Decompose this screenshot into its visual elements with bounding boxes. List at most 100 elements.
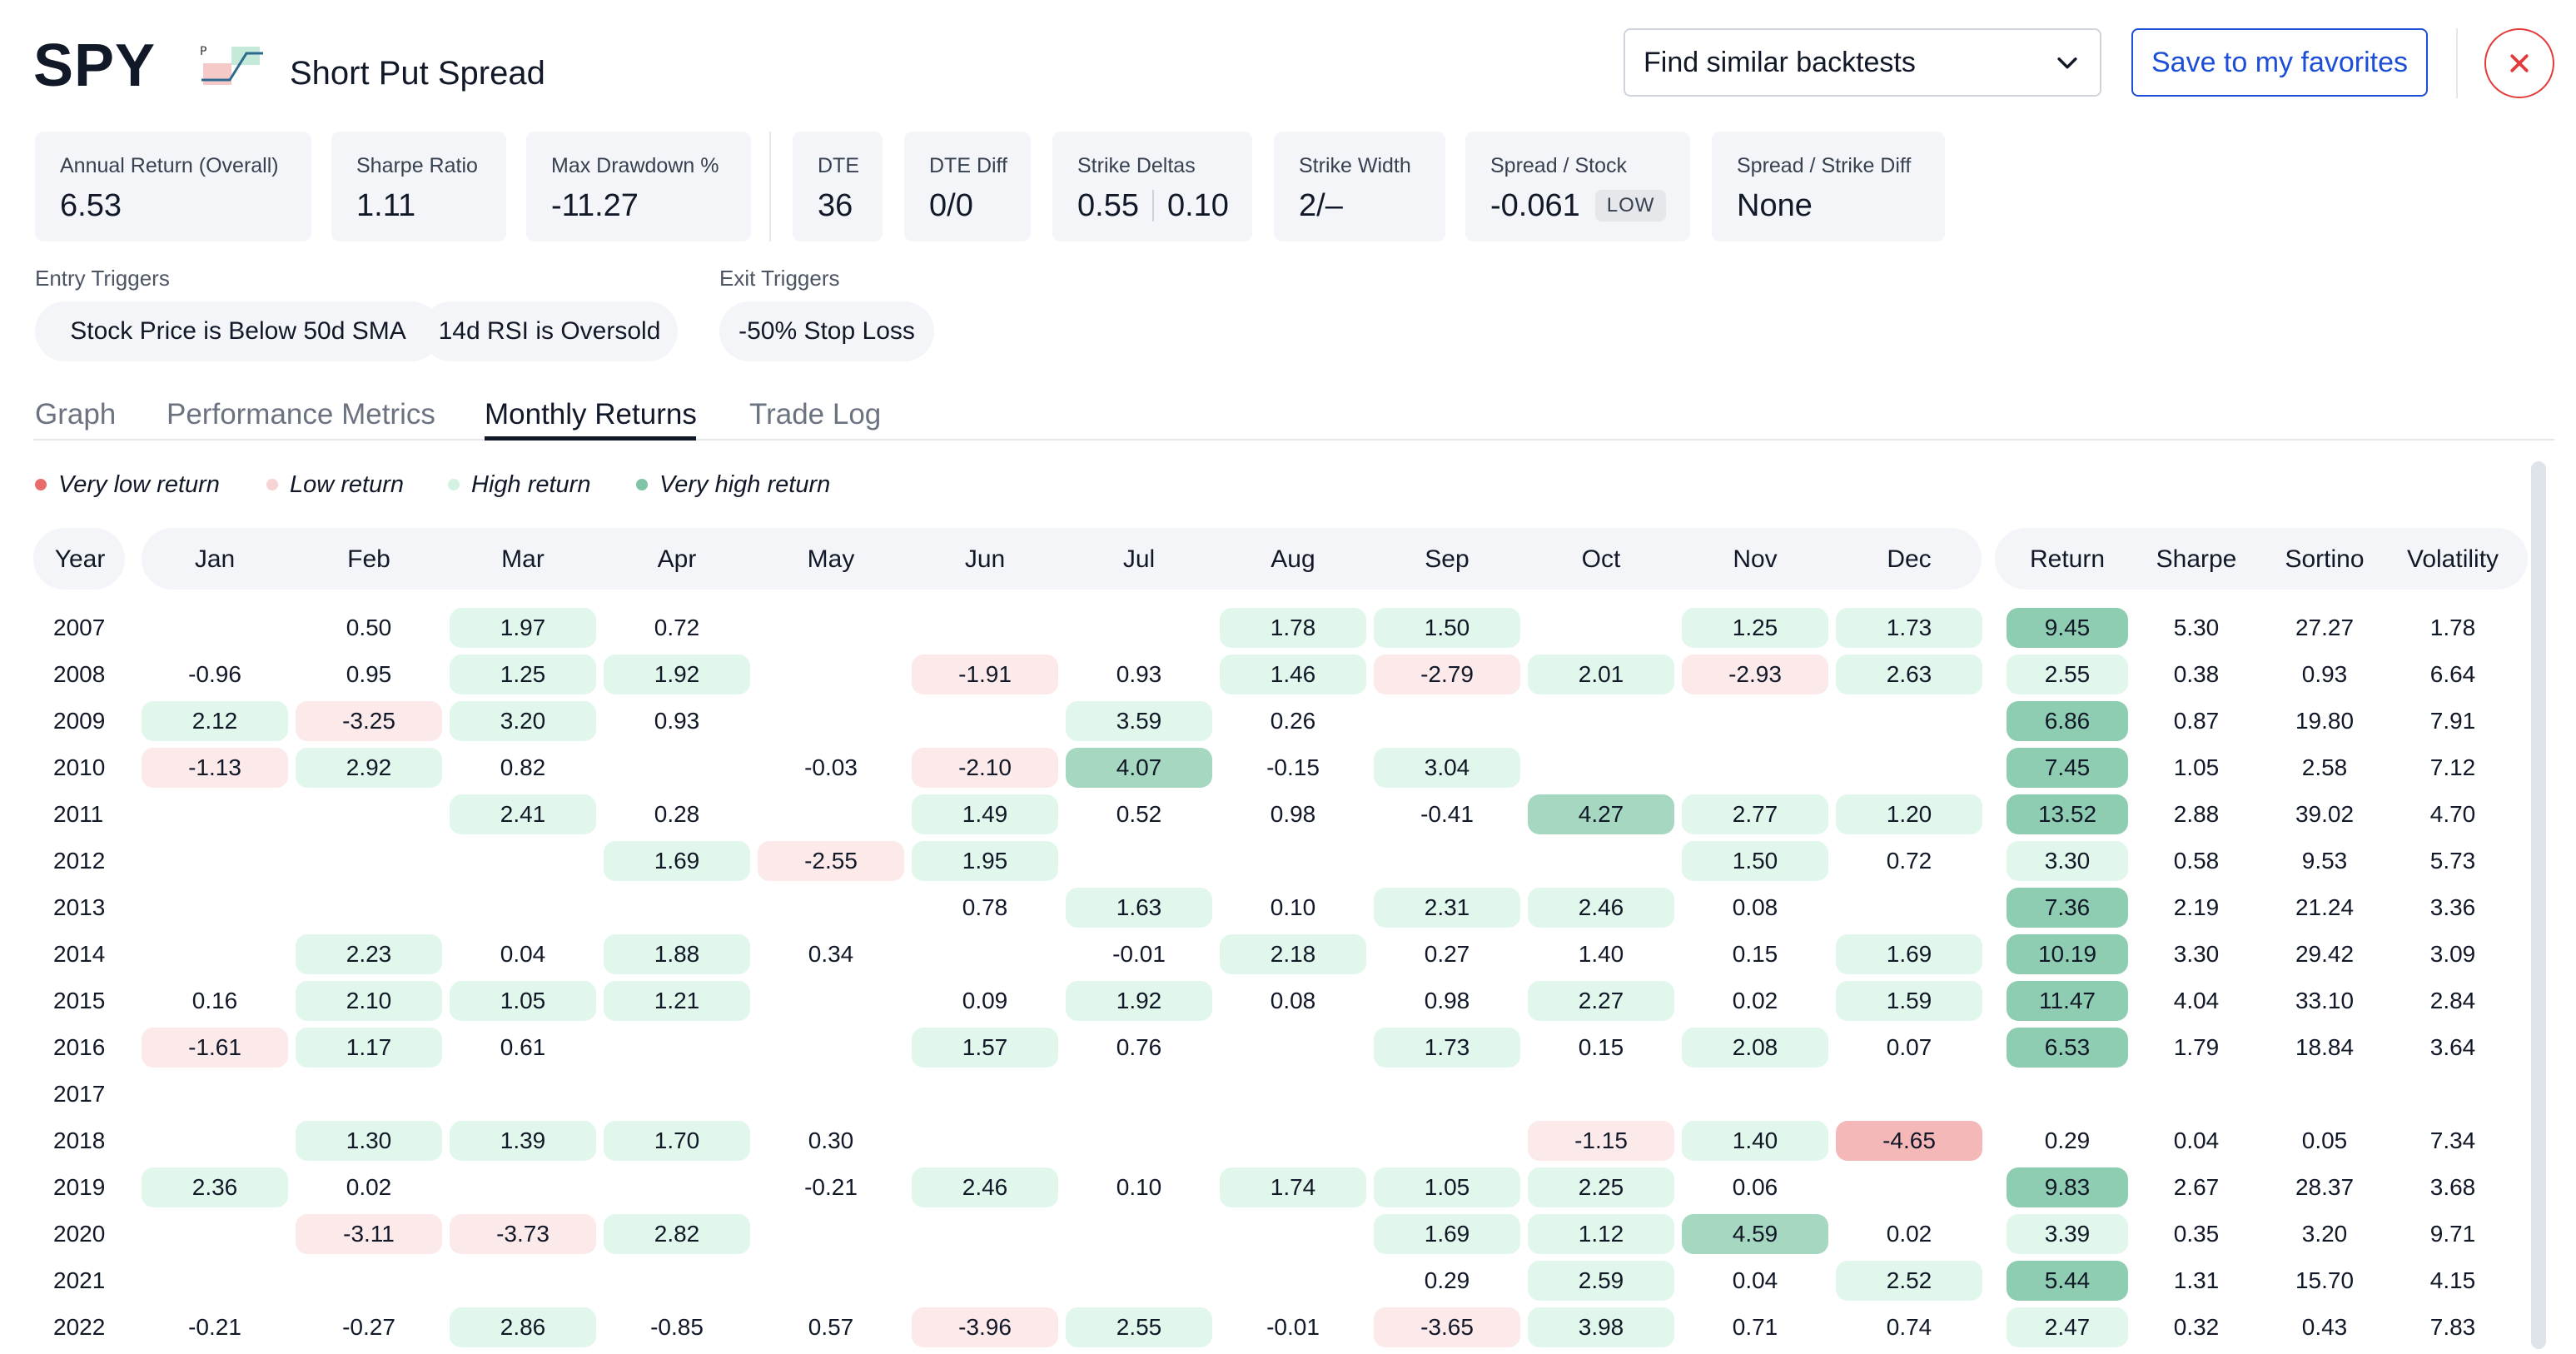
summary-header-sharpe[interactable]: Sharpe — [2156, 545, 2237, 573]
month-header-may[interactable]: May — [807, 545, 855, 573]
month-return-cell: 0.08 — [1732, 894, 1778, 920]
svg-text:P: P — [200, 45, 206, 58]
month-return-cell: 2.31 — [1374, 888, 1520, 928]
exit-triggers-title: Exit Triggers — [719, 266, 840, 291]
month-return-cell: 0.16 — [191, 988, 238, 1013]
month-return-cell: -2.93 — [1682, 655, 1828, 694]
month-return-cell: 1.46 — [1220, 655, 1366, 694]
month-return-cell: 0.74 — [1886, 1314, 1932, 1340]
month-return-cell: 2.59 — [1528, 1261, 1674, 1301]
legend-dot — [636, 479, 648, 490]
annual-return-cell: 5.44 — [2007, 1261, 2128, 1301]
strike-delta-short: 0.55 — [1077, 188, 1139, 223]
month-return-cell: 1.30 — [296, 1121, 442, 1161]
summary-header-sortino[interactable]: Sortino — [2285, 545, 2365, 573]
annual-return-cell: 7.36 — [2007, 888, 2128, 928]
sharpe-cell: 0.87 — [2173, 708, 2220, 734]
year-header-pill — [33, 528, 125, 590]
annual-return-cell: 2.55 — [2007, 655, 2128, 694]
legend-very-high-return: Very high return — [636, 470, 830, 500]
sharpe-cell: 2.19 — [2173, 894, 2220, 920]
month-header-feb[interactable]: Feb — [347, 545, 390, 573]
sortino-cell: 0.93 — [2301, 661, 2348, 687]
month-return-cell: -1.15 — [1528, 1121, 1674, 1161]
month-header-dec[interactable]: Dec — [1887, 545, 1932, 573]
strike-delta-long: 0.10 — [1166, 188, 1229, 223]
month-return-cell: -2.55 — [758, 841, 904, 881]
month-return-cell: 2.23 — [296, 934, 442, 974]
month-header-sep[interactable]: Sep — [1425, 545, 1470, 573]
month-return-cell: 0.50 — [346, 615, 392, 640]
month-header-nov[interactable]: Nov — [1733, 545, 1778, 573]
volatility-cell: 7.34 — [2429, 1128, 2476, 1153]
volatility-cell: 7.91 — [2429, 708, 2476, 734]
year-column-header[interactable]: Year — [54, 545, 106, 573]
month-return-cell: 0.10 — [1270, 894, 1316, 920]
month-return-cell: 3.59 — [1066, 701, 1212, 741]
month-return-cell: -3.25 — [296, 701, 442, 741]
spread-stock-value: -0.061 — [1490, 188, 1580, 223]
month-return-cell: 1.95 — [912, 841, 1058, 881]
annual-return-cell: 10.19 — [2007, 934, 2128, 974]
month-header-aug[interactable]: Aug — [1271, 545, 1315, 573]
strategy-name: Short Put Spread — [290, 55, 545, 92]
find-similar-backtests-select[interactable]: Find similar backtests — [1624, 28, 2101, 97]
volatility-cell: 7.83 — [2429, 1314, 2476, 1340]
month-return-cell: 4.27 — [1528, 794, 1674, 834]
month-return-cell: 0.02 — [346, 1174, 392, 1200]
month-return-cell: -0.01 — [1112, 941, 1166, 967]
month-return-cell: 2.41 — [450, 794, 596, 834]
month-header-mar[interactable]: Mar — [501, 545, 545, 573]
month-return-cell: 0.71 — [1732, 1314, 1778, 1340]
summary-header-volatility[interactable]: Volatility — [2406, 545, 2499, 573]
month-return-cell: -0.27 — [342, 1314, 395, 1340]
month-return-cell: -1.13 — [142, 748, 288, 788]
stat-max-drawdown: Max Drawdown % -11.27 — [526, 132, 751, 241]
similar-select-label: Find similar backtests — [1644, 46, 1916, 78]
tab-graph[interactable]: Graph — [35, 398, 117, 431]
volatility-cell: 7.12 — [2429, 754, 2476, 780]
month-return-cell: 0.34 — [808, 941, 854, 967]
month-return-cell: 0.06 — [1732, 1174, 1778, 1200]
summary-header-return[interactable]: Return — [2029, 545, 2106, 573]
stat-annual-return: Annual Return (Overall) 6.53 — [35, 132, 311, 241]
month-header-apr[interactable]: Apr — [657, 545, 697, 573]
month-return-cell: 2.12 — [142, 701, 288, 741]
sharpe-cell: 5.30 — [2173, 615, 2220, 640]
month-header-jun[interactable]: Jun — [964, 545, 1006, 573]
month-return-cell: 1.73 — [1374, 1028, 1520, 1068]
vertical-scrollbar[interactable] — [2531, 461, 2546, 1349]
month-return-cell: 0.93 — [654, 708, 700, 734]
month-header-oct[interactable]: Oct — [1581, 545, 1621, 573]
sharpe-cell: 0.58 — [2173, 848, 2220, 874]
sortino-cell: 0.05 — [2301, 1128, 2348, 1153]
month-return-cell: 2.86 — [450, 1307, 596, 1347]
stat-sharpe-ratio: Sharpe Ratio 1.11 — [331, 132, 506, 241]
sharpe-cell: 2.67 — [2173, 1174, 2220, 1200]
tab-performance-metrics[interactable]: Performance Metrics — [167, 398, 435, 431]
month-return-cell: 1.97 — [450, 608, 596, 648]
month-return-cell: 1.40 — [1682, 1121, 1828, 1161]
sharpe-cell: 0.32 — [2173, 1314, 2220, 1340]
month-return-cell: 2.46 — [1528, 888, 1674, 928]
volatility-cell: 2.84 — [2429, 988, 2476, 1013]
save-to-favorites-button[interactable]: Save to my favorites — [2131, 28, 2428, 97]
tab-monthly-returns[interactable]: Monthly Returns — [485, 398, 697, 431]
month-header-jan[interactable]: Jan — [194, 545, 236, 573]
month-return-cell: 0.72 — [654, 615, 700, 640]
stat-spread-stock: Spread / Stock -0.061 LOW — [1465, 132, 1690, 241]
month-return-cell: 0.28 — [654, 801, 700, 827]
stat-label: Strike Width — [1299, 154, 1411, 177]
tab-trade-log[interactable]: Trade Log — [749, 398, 882, 431]
close-button[interactable] — [2484, 28, 2554, 98]
sharpe-cell: 1.79 — [2173, 1034, 2220, 1060]
month-return-cell: -0.96 — [188, 661, 241, 687]
active-tab-indicator — [485, 436, 696, 441]
row-year: 2020 — [53, 1221, 106, 1247]
month-header-jul[interactable]: Jul — [1122, 545, 1156, 573]
month-return-cell: 0.98 — [1270, 801, 1316, 827]
volatility-cell: 4.15 — [2429, 1267, 2476, 1293]
stat-value: 36 — [818, 188, 853, 223]
month-return-cell: 0.09 — [962, 988, 1008, 1013]
sortino-cell: 21.24 — [2295, 894, 2355, 920]
